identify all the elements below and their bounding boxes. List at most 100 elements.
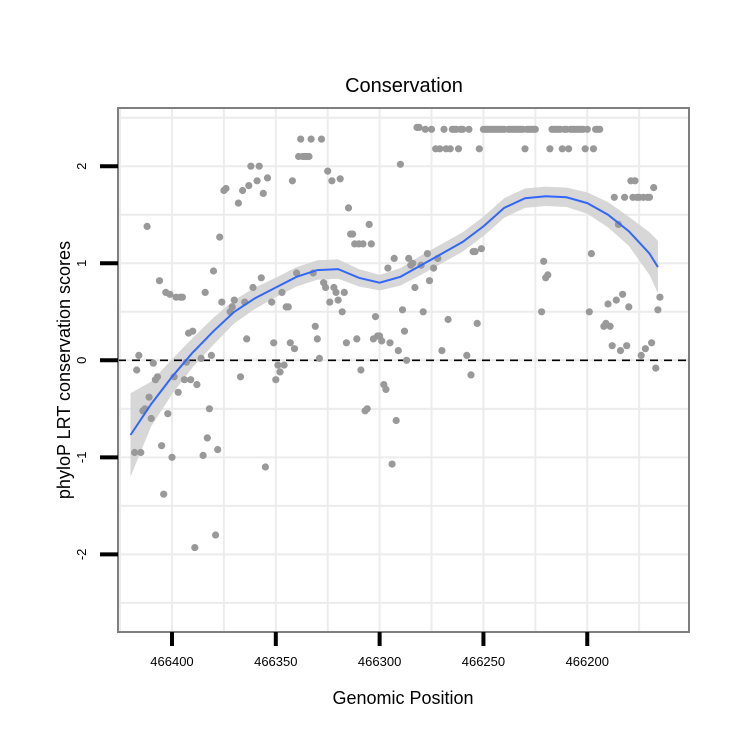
data-point	[197, 354, 205, 362]
y-tick-label: -1	[74, 452, 89, 464]
data-point	[587, 250, 596, 258]
data-point	[272, 376, 280, 384]
data-point	[293, 269, 301, 277]
data-point	[409, 259, 417, 267]
data-point	[307, 135, 315, 143]
data-point	[384, 264, 392, 272]
data-point	[621, 193, 629, 201]
data-point	[558, 145, 566, 153]
data-point	[344, 204, 353, 212]
data-point	[540, 257, 548, 265]
x-axis-label: Genomic Position	[332, 688, 473, 708]
data-point	[137, 448, 145, 457]
data-point	[382, 385, 390, 393]
data-point	[297, 135, 305, 143]
y-axis: -2 -1 0 1 2	[74, 163, 118, 560]
data-point	[648, 339, 656, 347]
data-point	[168, 453, 176, 461]
x-tick-label: 466400	[150, 654, 193, 669]
data-point	[261, 463, 269, 471]
data-point	[207, 351, 215, 359]
data-point	[131, 448, 139, 457]
data-point	[212, 531, 220, 539]
data-point	[255, 162, 263, 170]
data-point	[317, 135, 326, 143]
x-tick-label: 466250	[462, 654, 505, 669]
data-point	[606, 322, 614, 330]
data-point	[585, 308, 593, 316]
data-point	[338, 308, 346, 316]
data-point	[315, 354, 323, 362]
data-point	[216, 233, 224, 241]
data-point	[290, 345, 299, 353]
panel-background	[118, 108, 689, 632]
data-point	[390, 254, 398, 262]
data-point	[604, 300, 612, 308]
data-point	[191, 544, 199, 552]
confidence-band	[130, 186, 658, 477]
data-point	[631, 177, 639, 185]
data-point	[133, 366, 141, 374]
data-point	[249, 283, 257, 292]
plot-panel	[117, 107, 690, 633]
panel-frame	[117, 107, 690, 633]
data-point	[342, 339, 350, 347]
data-point	[467, 371, 475, 379]
data-point	[288, 177, 296, 185]
data-point	[438, 347, 446, 355]
y-tick-label: 0	[74, 357, 89, 364]
smooth-curve	[129, 195, 659, 436]
data-point	[280, 361, 288, 369]
data-point	[353, 335, 361, 343]
data-point	[641, 345, 650, 353]
data-point	[581, 145, 589, 153]
data-point	[326, 298, 334, 306]
data-point	[178, 293, 186, 301]
data-point	[589, 145, 598, 153]
data-point	[166, 290, 174, 298]
data-point	[143, 222, 151, 230]
data-point	[230, 296, 238, 304]
data-point	[411, 283, 419, 292]
data-point	[305, 152, 313, 161]
data-point	[259, 189, 267, 197]
data-point	[645, 193, 654, 201]
data-point	[218, 298, 226, 306]
data-point	[473, 319, 481, 327]
data-point	[363, 405, 371, 413]
data-point	[538, 308, 546, 316]
data-point	[454, 145, 463, 153]
data-point	[236, 373, 245, 381]
data-point	[446, 145, 454, 153]
data-point	[160, 490, 168, 498]
data-point	[245, 182, 253, 190]
data-point	[164, 410, 172, 418]
data-point	[324, 167, 332, 175]
data-point	[209, 267, 218, 275]
data-point	[400, 327, 409, 335]
data-point	[239, 186, 247, 195]
data-point	[149, 359, 157, 367]
data-point	[189, 327, 197, 335]
data-point	[608, 342, 616, 350]
data-point	[427, 125, 436, 133]
data-point	[274, 361, 282, 369]
data-point	[243, 335, 251, 343]
x-tick-label: 466300	[358, 654, 401, 669]
y-tick-label: 2	[74, 163, 89, 170]
data-point	[531, 125, 539, 133]
data-point	[205, 405, 213, 413]
data-point	[419, 308, 427, 316]
data-points	[131, 123, 664, 552]
data-point	[583, 125, 591, 133]
data-point	[521, 145, 529, 153]
data-point	[386, 339, 394, 347]
smooth-line	[129, 195, 659, 436]
data-point	[623, 342, 631, 350]
data-point	[234, 199, 242, 207]
data-point	[463, 351, 471, 359]
data-point	[544, 271, 552, 279]
data-point	[430, 264, 438, 272]
data-point	[546, 145, 554, 153]
